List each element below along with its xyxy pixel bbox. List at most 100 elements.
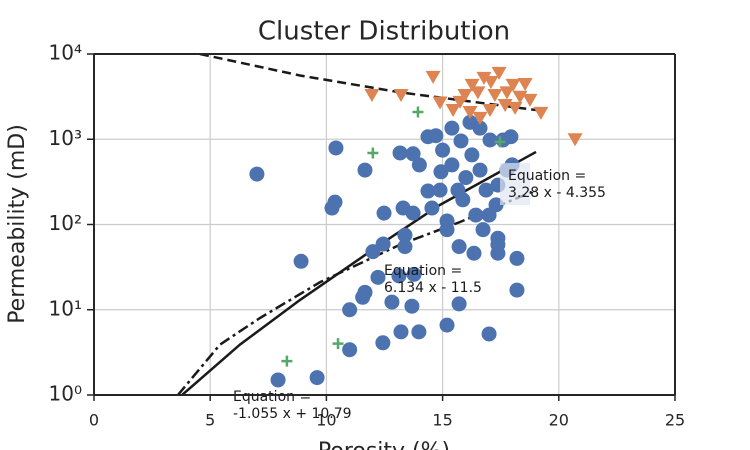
point [342,302,358,318]
x-tick-label: 20 [549,411,569,430]
point [364,89,380,103]
point [476,71,492,85]
point [435,142,451,158]
point [458,170,474,186]
point [466,245,482,261]
point [445,104,461,118]
point [444,120,460,136]
point [533,106,549,120]
point [439,317,455,333]
point [481,326,497,342]
point [327,194,343,210]
point [420,183,436,199]
point [432,96,448,110]
point [475,222,491,238]
x-tick-label: 15 [432,411,452,430]
point [503,129,519,145]
point [462,114,478,130]
annotation: -1.055 x + 10.79 [233,406,352,422]
point [482,132,498,148]
point [425,70,441,84]
y-tick-label: 10⁰ [49,382,82,406]
point [481,207,497,223]
annotation: Equation = [384,263,462,279]
annotation: Equation = [508,168,586,184]
point [270,372,286,388]
chart-title: Cluster Distribution [258,17,510,47]
point [451,296,467,312]
point [482,104,498,118]
point [249,166,265,182]
point [439,222,455,238]
y-tick-label: 10² [49,211,82,235]
point [483,75,499,89]
point [281,355,293,367]
plot-area [176,54,583,395]
point [444,157,460,173]
point [293,253,309,269]
point [432,182,448,198]
point [487,89,503,103]
point [393,89,409,103]
x-tick-label: 25 [665,411,685,430]
point [375,236,391,252]
point [455,192,471,208]
point [509,250,525,266]
point [384,294,400,310]
y-tick-label: 10⁴ [49,41,82,65]
annotation: 6.134 x - 11.5 [384,280,482,296]
x-tick-label: 10 [316,411,336,430]
point [452,95,468,109]
fit-line [199,54,537,112]
point [522,93,538,107]
point [499,86,515,100]
point [468,207,484,223]
point [457,89,473,103]
point [342,342,358,358]
point [376,205,392,221]
point [357,162,373,178]
point [478,182,494,198]
point [405,205,421,221]
y-axis-label: Permeability (mD) [5,124,30,324]
point [411,324,427,340]
point [507,101,523,115]
point [392,145,408,161]
point [433,164,449,180]
point [355,289,371,305]
point [397,239,413,255]
point [490,245,506,261]
point [472,162,488,178]
y-tick-label: 10¹ [49,296,82,320]
point [309,370,325,386]
point [472,111,488,125]
point [405,146,421,162]
point [411,157,427,173]
point [365,244,381,260]
point [375,335,391,351]
point [567,133,583,147]
point [494,136,506,148]
point [370,269,386,285]
point [491,66,507,80]
point [406,266,422,282]
point [328,140,344,156]
point [332,338,344,350]
point [424,200,440,216]
point [470,86,486,100]
annotation: 3.28 x - 4.355 [508,185,606,201]
point [509,282,525,298]
x-tick-label: 0 [89,411,99,430]
point [462,105,478,119]
point [393,324,409,340]
x-tick-label: 5 [205,411,215,430]
point [453,133,469,149]
point [367,147,379,159]
point [404,298,420,314]
point [464,78,480,92]
point [397,227,413,243]
point [451,239,467,255]
point [517,77,533,91]
